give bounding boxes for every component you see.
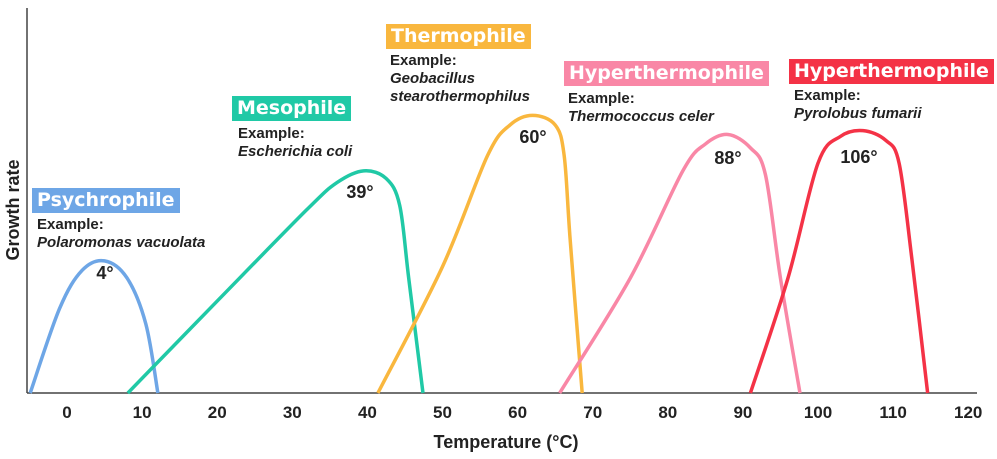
peak-label-hyperthermophile-1: 88° bbox=[714, 148, 741, 168]
example-species-line-1: Geobacillus bbox=[390, 70, 476, 87]
label-thermophile: Thermophile bbox=[386, 24, 531, 49]
example-species: Pyrolobus fumarii bbox=[794, 105, 922, 122]
label-psychrophile: Psychrophile bbox=[32, 188, 180, 213]
example-heading: Example: bbox=[238, 125, 305, 142]
peak-label-psychrophile: 4° bbox=[96, 263, 113, 283]
example-heading: Example: bbox=[568, 90, 635, 107]
example-hyperthermophile-1: Example: Thermococcus celer bbox=[568, 90, 714, 126]
example-psychrophile: Example: Polaromonas vacuolata bbox=[37, 216, 205, 252]
label-mesophile: Mesophile bbox=[232, 96, 352, 121]
example-mesophile: Example: Escherichia coli bbox=[238, 125, 352, 161]
x-tick-label: 20 bbox=[208, 403, 227, 422]
label-hyperthermophile-1: Hyperthermophile bbox=[564, 61, 769, 86]
peak-label-thermophile: 60° bbox=[519, 127, 546, 147]
peak-label-hyperthermophile-2: 106° bbox=[840, 147, 877, 167]
example-species: Escherichia coli bbox=[238, 143, 353, 160]
example-species-line-2: stearothermophilus bbox=[390, 88, 531, 105]
x-tick-label: 40 bbox=[358, 403, 377, 422]
x-tick-label: 80 bbox=[658, 403, 677, 422]
x-tick-label: 100 bbox=[804, 403, 832, 422]
growth-curve-mesophile-1 bbox=[126, 169, 425, 395]
x-tick-label: 30 bbox=[283, 403, 302, 422]
example-species: Thermococcus celer bbox=[568, 108, 714, 125]
example-heading: Example: bbox=[37, 216, 104, 233]
x-tick-label: 90 bbox=[733, 403, 752, 422]
example-heading: Example: bbox=[390, 52, 457, 69]
label-hyperthermophile-2: Hyperthermophile bbox=[789, 59, 994, 84]
x-tick-label: 110 bbox=[879, 403, 906, 422]
x-tick-label: 0 bbox=[62, 403, 71, 422]
growth-curve-thermophile-2 bbox=[376, 113, 584, 394]
example-species: Polaromonas vacuolata bbox=[37, 234, 206, 251]
growth-curve-hyperthermophile-3 bbox=[558, 132, 802, 394]
example-heading: Example: bbox=[794, 87, 861, 104]
growth-curve-psychrophile-0 bbox=[28, 258, 160, 394]
x-tick-label: 70 bbox=[583, 403, 602, 422]
x-tick-label: 120 bbox=[954, 403, 982, 422]
example-hyperthermophile-2: Example: Pyrolobus fumarii bbox=[794, 87, 922, 123]
x-tick-label: 50 bbox=[433, 403, 452, 422]
example-thermophile: Example: Geobacillus stearothermophilus bbox=[390, 52, 530, 106]
growth-curve-hyperthermophile-4 bbox=[748, 128, 930, 394]
peak-label-mesophile: 39° bbox=[346, 182, 373, 202]
x-tick-label: 10 bbox=[133, 403, 152, 422]
y-axis-label: Growth rate bbox=[3, 159, 23, 260]
x-tick-label: 60 bbox=[508, 403, 527, 422]
x-axis-label: Temperature (°C) bbox=[434, 432, 579, 452]
